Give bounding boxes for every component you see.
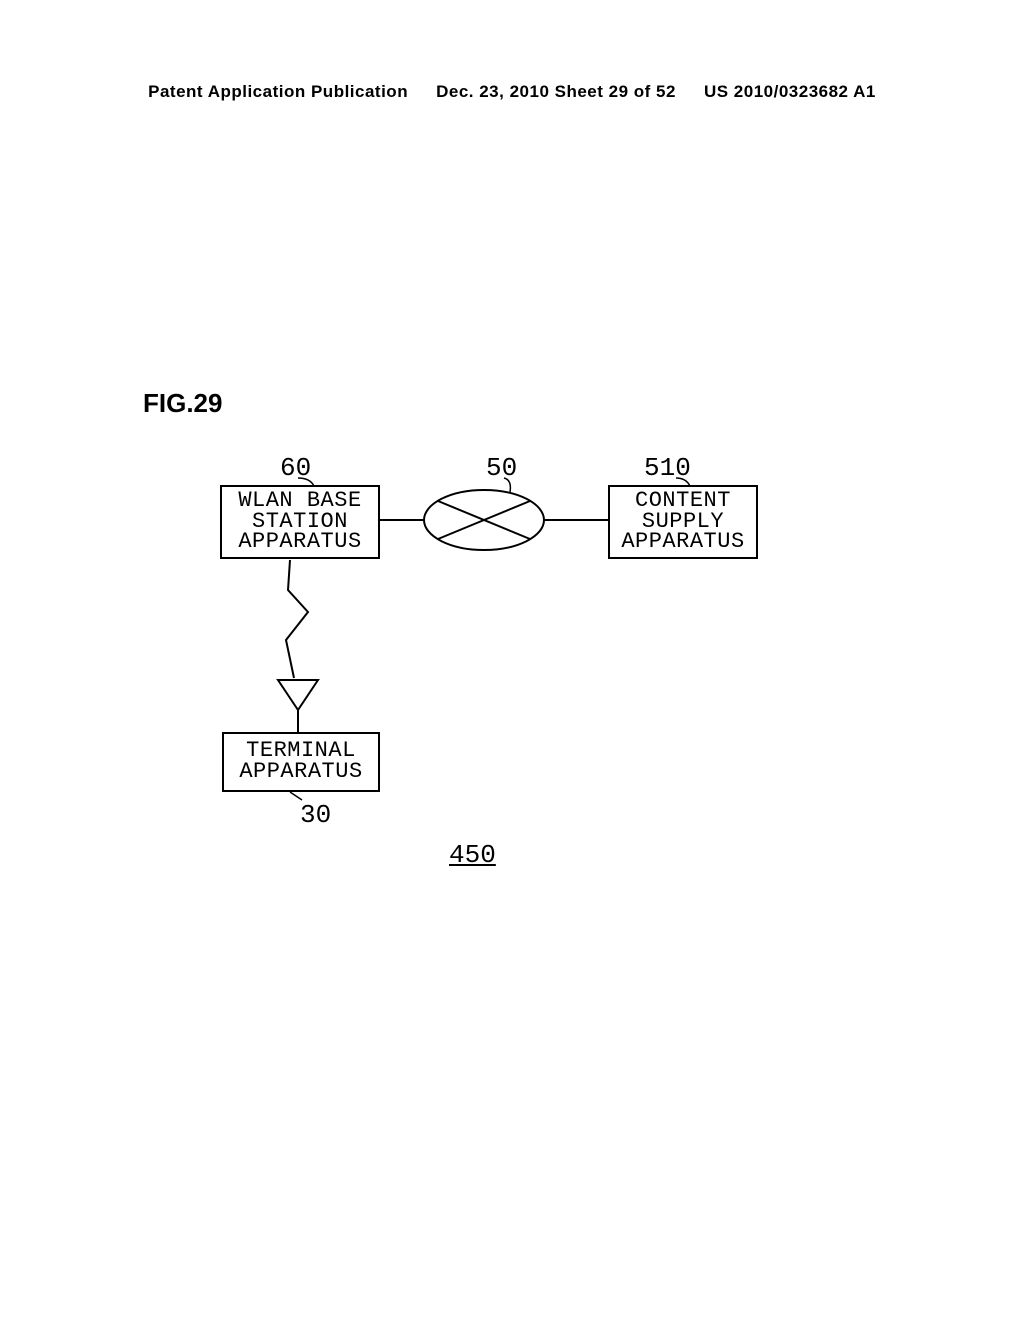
ref-network: 50	[486, 453, 517, 483]
content-supply-box: CONTENT SUPPLY APPARATUS	[608, 485, 758, 559]
wlan-base-station-box: WLAN BASE STATION APPARATUS	[220, 485, 380, 559]
wireless-link	[286, 560, 308, 678]
header-middle: Dec. 23, 2010 Sheet 29 of 52	[436, 82, 676, 102]
terminal-box: TERMINAL APPARATUS	[222, 732, 380, 792]
ref-content: 510	[644, 453, 691, 483]
ref-wlan: 60	[280, 453, 311, 483]
figure-label: FIG.29	[143, 388, 222, 419]
header-left: Patent Application Publication	[148, 82, 408, 102]
header-right: US 2010/0323682 A1	[704, 82, 876, 102]
network-ellipse	[424, 490, 544, 550]
ref-system: 450	[449, 840, 496, 870]
leader-30	[290, 792, 302, 800]
page-header: Patent Application Publication Dec. 23, …	[0, 82, 1024, 102]
diagram-svg	[0, 0, 1024, 1320]
antenna-icon	[278, 680, 318, 710]
ref-terminal: 30	[300, 800, 331, 830]
